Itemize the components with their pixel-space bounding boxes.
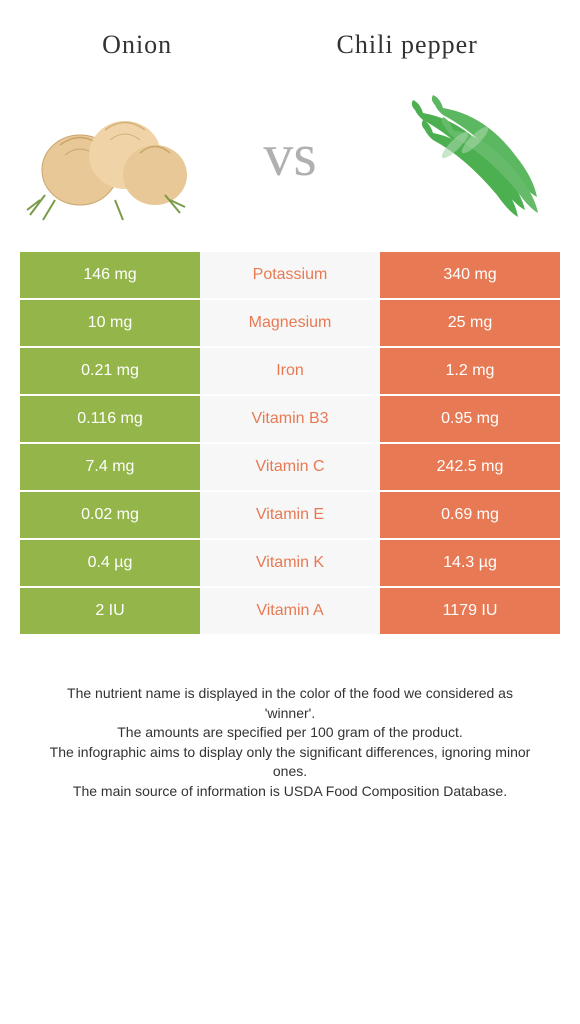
footer-line-1: The nutrient name is displayed in the co… [40, 684, 540, 723]
footer-line-4: The main source of information is USDA F… [40, 782, 540, 802]
right-value-cell: 242.5 mg [380, 444, 560, 490]
footer-line-3: The infographic aims to display only the… [40, 743, 540, 782]
chili-pepper-image [380, 80, 560, 230]
table-row: 146 mgPotassium340 mg [20, 250, 560, 298]
right-value-cell: 340 mg [380, 252, 560, 298]
right-food-title: Chili pepper [337, 30, 478, 60]
table-row: 7.4 mgVitamin C242.5 mg [20, 442, 560, 490]
nutrient-name-cell: Magnesium [200, 300, 380, 346]
left-value-cell: 146 mg [20, 252, 200, 298]
right-value-cell: 1179 IU [380, 588, 560, 634]
nutrient-name-cell: Vitamin A [200, 588, 380, 634]
table-row: 0.21 mgIron1.2 mg [20, 346, 560, 394]
left-value-cell: 0.21 mg [20, 348, 200, 394]
footer-line-2: The amounts are specified per 100 gram o… [40, 723, 540, 743]
nutrient-name-cell: Iron [200, 348, 380, 394]
nutrient-table: 146 mgPotassium340 mg10 mgMagnesium25 mg… [20, 250, 560, 634]
images-row: vs [0, 70, 580, 250]
left-value-cell: 7.4 mg [20, 444, 200, 490]
left-value-cell: 10 mg [20, 300, 200, 346]
right-value-cell: 0.69 mg [380, 492, 560, 538]
vs-label: vs [263, 121, 316, 190]
nutrient-name-cell: Vitamin B3 [200, 396, 380, 442]
footer-notes: The nutrient name is displayed in the co… [40, 684, 540, 802]
left-value-cell: 0.4 µg [20, 540, 200, 586]
nutrient-name-cell: Vitamin E [200, 492, 380, 538]
table-row: 2 IUVitamin A1179 IU [20, 586, 560, 634]
table-row: 0.02 mgVitamin E0.69 mg [20, 490, 560, 538]
right-value-cell: 0.95 mg [380, 396, 560, 442]
header-row: Onion Chili pepper [0, 0, 580, 70]
table-row: 0.116 mgVitamin B30.95 mg [20, 394, 560, 442]
nutrient-name-cell: Vitamin C [200, 444, 380, 490]
right-value-cell: 14.3 µg [380, 540, 560, 586]
nutrient-name-cell: Potassium [200, 252, 380, 298]
onion-image [20, 80, 200, 230]
left-value-cell: 0.02 mg [20, 492, 200, 538]
left-value-cell: 0.116 mg [20, 396, 200, 442]
nutrient-name-cell: Vitamin K [200, 540, 380, 586]
left-food-title: Onion [102, 30, 172, 60]
table-row: 10 mgMagnesium25 mg [20, 298, 560, 346]
right-value-cell: 25 mg [380, 300, 560, 346]
table-row: 0.4 µgVitamin K14.3 µg [20, 538, 560, 586]
right-value-cell: 1.2 mg [380, 348, 560, 394]
left-value-cell: 2 IU [20, 588, 200, 634]
